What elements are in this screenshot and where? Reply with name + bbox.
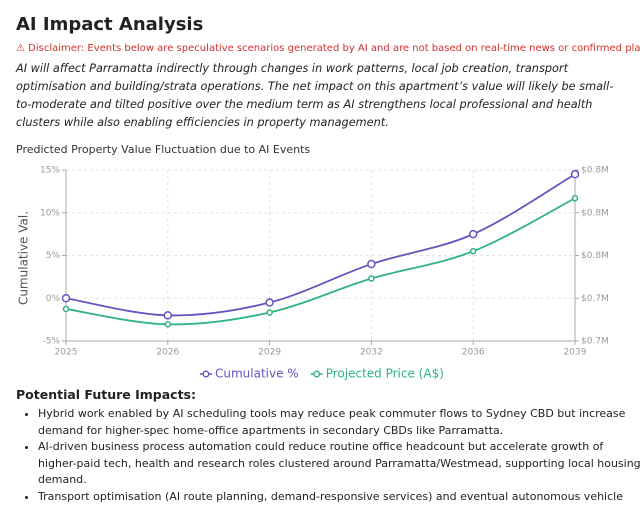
y2-tick-label: $0.7M — [581, 337, 609, 347]
y2-tick-label: $0.7M — [581, 294, 609, 304]
y-tick-label: -5% — [42, 337, 60, 347]
data-point — [570, 170, 580, 179]
y2-tick-label: $0.8M — [581, 166, 609, 176]
data-point — [164, 321, 172, 328]
series-line — [65, 173, 576, 317]
data-point — [265, 298, 274, 307]
data-point — [266, 309, 273, 316]
data-point — [62, 305, 70, 313]
y2-tick-label: $0.8M — [581, 208, 609, 218]
legend-marker — [313, 370, 321, 378]
x-tick-label: 2039 — [564, 348, 587, 358]
data-point — [61, 294, 71, 303]
data-point — [368, 275, 375, 282]
summary: AI will affect Parramatta indirectly thr… — [16, 62, 614, 129]
chart-title: Predicted Property Value Fluctuation due… — [16, 143, 310, 156]
y2-tick-label: $0.8M — [581, 251, 609, 261]
impacts-title: Potential Future Impacts: — [16, 387, 196, 402]
legend-label: Projected Price (A$) — [326, 367, 444, 381]
x-tick-label: 2029 — [258, 348, 281, 358]
x-tick-label: 2032 — [360, 348, 383, 358]
x-tick-label: 2036 — [462, 348, 485, 358]
series-line — [65, 197, 576, 326]
impact-item: Hybrid work enabled by AI scheduling too… — [38, 406, 640, 439]
impact-item: AI-driven business process automation co… — [38, 439, 640, 489]
x-tick-label: 2026 — [156, 348, 179, 358]
y-tick-label: 10% — [40, 208, 60, 218]
disclaimer: ⚠ Disclaimer: Events below are speculati… — [16, 43, 640, 54]
legend-marker — [202, 370, 210, 378]
x-tick-label: 2025 — [55, 348, 78, 358]
chart: Predicted Property Value Fluctuation due… — [16, 143, 609, 381]
impacts-list: Hybrid work enabled by AI scheduling too… — [16, 406, 640, 506]
title: AI Impact Analysis — [16, 14, 204, 35]
data-point — [571, 195, 579, 202]
y-tick-label: 5% — [46, 251, 61, 261]
y-tick-label: 0% — [46, 294, 61, 304]
data-point — [367, 259, 376, 269]
data-point — [469, 247, 477, 255]
impact-item: Transport optimisation (AI route plannin… — [38, 489, 640, 506]
legend-label: Cumulative % — [215, 367, 299, 381]
data-point — [468, 229, 478, 239]
y-tick-label: 15% — [40, 166, 60, 176]
y-axis-label: Cumulative Val. — [17, 211, 31, 305]
data-point — [163, 311, 173, 320]
